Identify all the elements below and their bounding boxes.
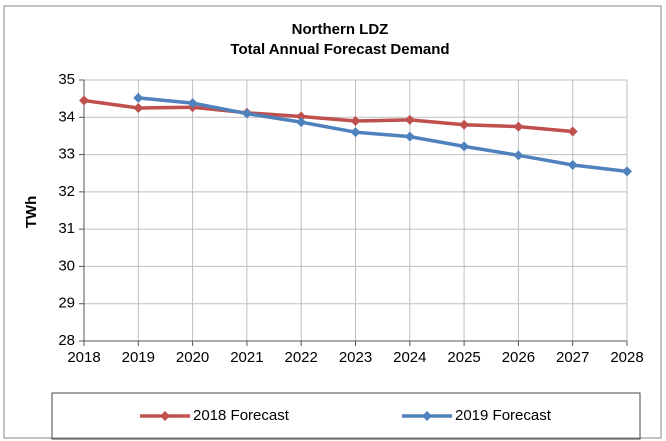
y-tick-label: 28	[58, 332, 75, 349]
x-tick-label: 2022	[285, 349, 318, 366]
y-tick-label: 30	[58, 257, 75, 274]
y-tick-label: 29	[58, 295, 75, 312]
data-point	[187, 98, 198, 109]
data-point	[459, 141, 470, 152]
y-tick-label: 33	[58, 146, 75, 163]
x-tick-label: 2027	[556, 349, 589, 366]
data-point	[567, 126, 578, 137]
data-point	[404, 131, 415, 142]
x-tick-label: 2018	[67, 349, 100, 366]
y-tick-label: 31	[58, 220, 75, 237]
chart-subtitle: Total Annual Forecast Demand	[230, 41, 449, 58]
x-tick-label: 2028	[610, 349, 643, 366]
data-point	[622, 166, 632, 177]
series-line	[138, 96, 628, 174]
data-point	[513, 121, 524, 132]
x-tick-label: 2026	[502, 349, 535, 366]
legend-marker	[160, 411, 170, 421]
data-point	[241, 108, 252, 119]
data-point	[296, 117, 307, 128]
series-line	[83, 98, 573, 134]
x-tick-label: 2019	[122, 349, 155, 366]
y-tick-label: 35	[58, 71, 75, 88]
chart-title: Northern LDZ	[292, 21, 389, 38]
x-tick-label: 2021	[230, 349, 263, 366]
data-point	[459, 119, 470, 130]
y-tick-label: 34	[58, 108, 75, 125]
y-axis-label: TWh	[23, 196, 40, 228]
data-point	[513, 150, 524, 161]
x-tick-label: 2025	[447, 349, 480, 366]
data-point	[133, 92, 144, 103]
data-point	[133, 102, 144, 113]
data-point	[79, 95, 89, 106]
data-point	[296, 111, 307, 122]
legend-label: 2018 Forecast	[193, 407, 290, 424]
legend-box	[51, 392, 641, 440]
data-point	[350, 127, 361, 138]
legend-marker	[422, 411, 432, 421]
legend-label: 2019 Forecast	[455, 407, 552, 424]
chart-border	[3, 5, 662, 439]
data-point	[350, 116, 361, 127]
y-tick-label: 32	[58, 183, 75, 200]
x-tick-label: 2024	[393, 349, 426, 366]
x-tick-label: 2023	[339, 349, 372, 366]
data-point	[404, 114, 415, 125]
data-point	[567, 160, 578, 171]
x-tick-label: 2020	[176, 349, 209, 366]
